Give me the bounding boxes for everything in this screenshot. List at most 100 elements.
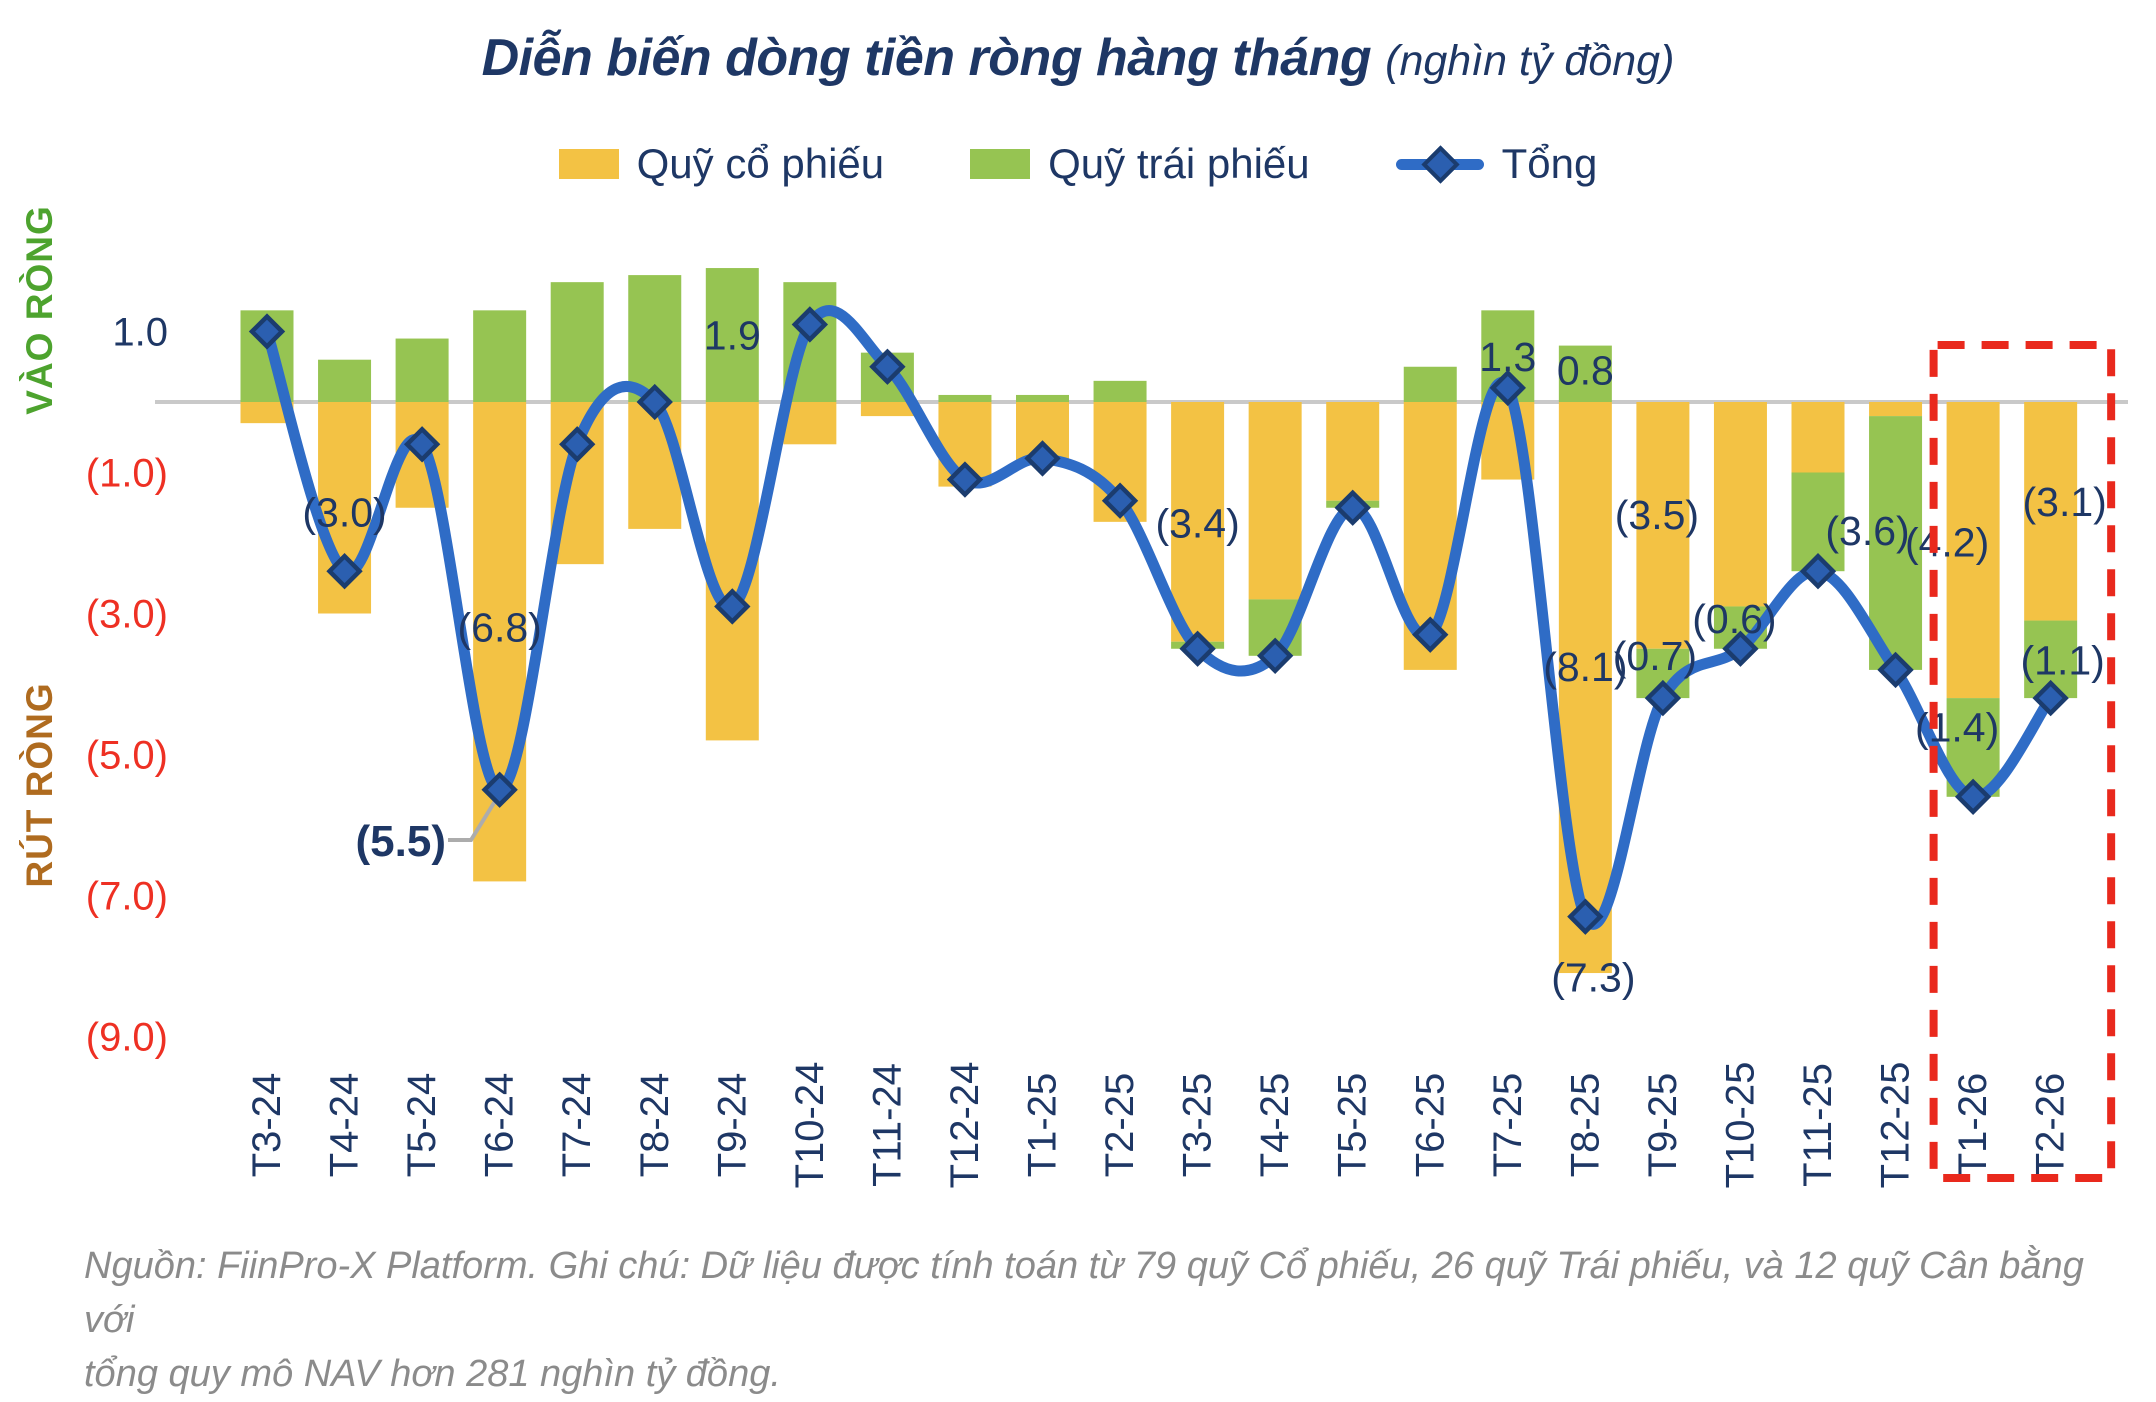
y-tick-(9.0): (9.0)	[86, 1016, 168, 1060]
chart-title-unit: (nghìn tỷ đồng)	[1385, 37, 1675, 85]
x-label-T4-24: T4-24	[323, 1073, 367, 1178]
x-label-T1-25: T1-25	[1021, 1073, 1065, 1178]
total-marker-T11-25	[1799, 553, 1837, 590]
bar-equity-T10-25	[1713, 402, 1767, 607]
x-label-T3-24: T3-24	[245, 1073, 289, 1178]
x-label-T10-24: T10-24	[788, 1062, 832, 1189]
chart-legend: Quỹ cổ phiếu Quỹ trái phiếu Tổng	[0, 140, 2156, 188]
data-label-T2-26: (3.1)	[2022, 479, 2106, 525]
data-label-T9-24: 1.9	[704, 313, 761, 359]
total-marker-T5-25	[1334, 489, 1371, 526]
x-label-T8-24: T8-24	[633, 1073, 677, 1178]
total-marker-T9-25	[1644, 679, 1682, 717]
bar-bond-T5-24	[395, 338, 449, 402]
bar-equity-T4-25	[1248, 402, 1302, 600]
x-label-T5-25: T5-25	[1331, 1073, 1375, 1178]
total-line-sample	[1395, 145, 1484, 184]
total-marker-T3-24	[248, 313, 286, 350]
bar-equity-T5-25	[1326, 402, 1380, 501]
total-marker-T4-24	[326, 553, 363, 590]
bar-equity-T3-25	[1171, 402, 1225, 642]
bond-fund-swatch	[970, 149, 1031, 179]
y-tick-(3.0): (3.0)	[86, 593, 168, 637]
bar-equity-T1-26	[1946, 402, 2000, 699]
x-label-T8-25: T8-25	[1563, 1073, 1607, 1178]
x-label-T3-25: T3-25	[1176, 1073, 1220, 1178]
bar-equity-T11-24	[860, 402, 914, 417]
side-label-outflow: RÚT RÒNG	[18, 682, 60, 887]
total-marker-T1-26	[1954, 778, 1992, 815]
data-label-T9-25: (0.7)	[1613, 633, 1697, 679]
bar-bond-T4-24	[318, 359, 372, 402]
total-marker-T11-24	[869, 348, 906, 385]
data-label-T8-25: (7.3)	[1551, 954, 1635, 1000]
data-label-T7-25: 1.3	[1479, 334, 1536, 380]
total-marker-T4-25	[1256, 637, 1294, 674]
bar-equity-T9-25	[1636, 402, 1690, 649]
x-label-T4-25: T4-25	[1253, 1073, 1297, 1178]
data-label-T3-25: (3.4)	[1155, 500, 1239, 546]
data-label-T6-24: (5.5)	[356, 817, 446, 866]
chart-title: Diễn biến dòng tiền ròng hàng tháng (ngh…	[0, 28, 2156, 88]
total-marker-T7-24	[559, 426, 596, 463]
y-tick-(1.0): (1.0)	[86, 452, 168, 496]
x-label-T12-24: T12-24	[943, 1062, 987, 1189]
legend-item-total: Tổng	[1395, 140, 1597, 188]
total-marker-T2-26	[2032, 679, 2069, 717]
x-label-T9-24: T9-24	[710, 1073, 754, 1178]
bar-equity-T8-24	[628, 402, 682, 529]
data-label-T10-25: (0.6)	[1692, 596, 1776, 642]
legend-label-bond: Quỹ trái phiếu	[1048, 140, 1310, 187]
y-tick-(5.0): (5.0)	[86, 734, 168, 778]
x-label-T1-26: T1-26	[1951, 1073, 1995, 1178]
data-label-T9-25: (3.5)	[1615, 492, 1699, 538]
x-label-T11-24: T11-24	[865, 1063, 909, 1187]
total-marker-T12-24	[946, 461, 984, 498]
bar-bond-T9-24	[705, 268, 759, 402]
data-label-T2-26: (1.1)	[2020, 638, 2104, 684]
x-label-T11-25: T11-25	[1796, 1063, 1840, 1187]
x-label-T6-25: T6-25	[1408, 1073, 1452, 1178]
bar-bond-T12-25	[1869, 416, 1923, 670]
bar-bond-T6-25	[1403, 366, 1457, 402]
x-label-T6-24: T6-24	[478, 1073, 522, 1178]
equity-fund-swatch	[558, 149, 619, 179]
total-marker-T6-25	[1412, 616, 1449, 653]
side-label-inflow: VÀO RÒNG	[18, 205, 60, 414]
y-tick-1.0: 1.0	[112, 311, 168, 355]
bar-equity-T3-24	[240, 402, 294, 424]
bar-equity-T12-25	[1869, 402, 1923, 417]
bar-bond-T8-24	[628, 275, 682, 402]
legend-label-equity: Quỹ cổ phiếu	[636, 140, 885, 187]
x-label-T2-26: T2-26	[2029, 1073, 2073, 1178]
total-marker-T5-24	[403, 426, 441, 463]
total-marker-T12-25	[1877, 651, 1914, 689]
bar-bond-T12-24	[938, 394, 992, 402]
x-label-T7-24: T7-24	[555, 1073, 599, 1178]
bar-bond-T8-25	[1558, 345, 1612, 402]
legend-item-equity-fund: Quỹ cổ phiếu	[558, 140, 885, 188]
source-note: Nguồn: FiinPro-X Platform. Ghi chú: Dữ l…	[84, 1245, 2084, 1395]
bar-equity-T2-26	[2024, 402, 2078, 621]
total-marker-T7-25	[1489, 369, 1526, 407]
total-marker-T8-25	[1567, 898, 1604, 935]
x-label-T5-24: T5-24	[400, 1073, 444, 1178]
forecast-highlight-box	[1929, 341, 2116, 1182]
x-label-T2-25: T2-25	[1098, 1073, 1142, 1178]
x-label-T12-25: T12-25	[1874, 1062, 1918, 1189]
bar-equity-T8-25	[1558, 402, 1612, 974]
monthly-net-cashflow-chart: (3.0) (6.8) (5.5) 1.9 (3.4) 1.3 0.8 (8.1) (7.3) (…	[18, 205, 2128, 1189]
label-leader-line	[448, 796, 499, 842]
total-marker-T3-25	[1179, 630, 1216, 667]
bar-bond-T7-24	[550, 282, 604, 402]
bar-bond-T2-25	[1093, 380, 1147, 402]
y-tick-(7.0): (7.0)	[86, 875, 168, 919]
total-marker-T1-25	[1024, 440, 1061, 477]
total-marker-T2-25	[1101, 482, 1139, 519]
data-label-T8-25: 0.8	[1557, 347, 1614, 393]
data-label-T6-24: (6.8)	[457, 605, 541, 651]
data-label-T4-24: (3.0)	[302, 490, 386, 536]
bar-equity-T11-25	[1791, 402, 1845, 473]
bar-bond-T6-24	[473, 310, 527, 402]
data-label-T8-25: (8.1)	[1543, 644, 1627, 690]
